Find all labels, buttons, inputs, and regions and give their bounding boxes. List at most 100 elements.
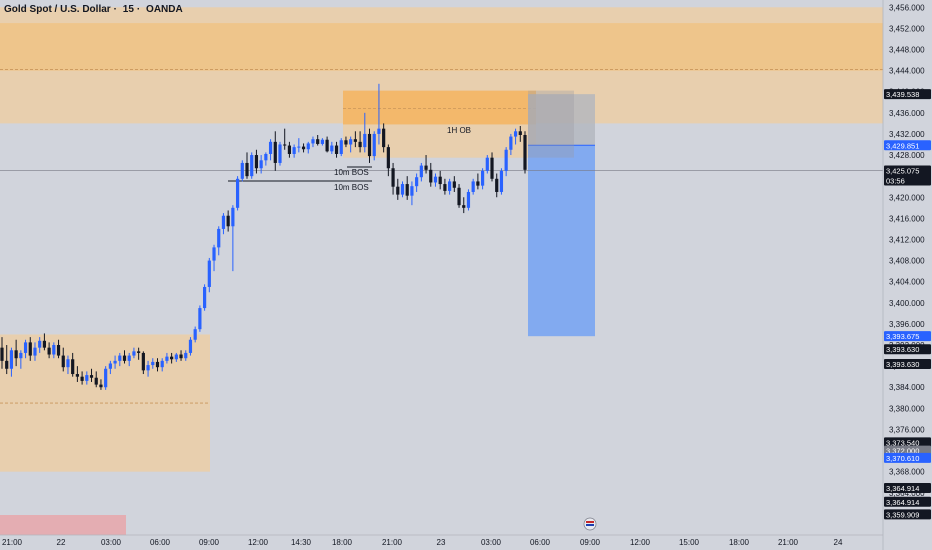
- candle-body: [518, 131, 522, 135]
- candle-body: [334, 145, 339, 154]
- candle-body: [264, 153, 268, 161]
- candle-body: [349, 139, 353, 145]
- x-tick-label: 09:00: [580, 538, 601, 547]
- candle-body: [184, 352, 188, 359]
- candle-body: [278, 144, 282, 163]
- x-tick-label: 03:00: [481, 538, 502, 547]
- y-tick-label: 3,396.000: [889, 320, 925, 329]
- y-tick-label: 3,376.000: [889, 425, 925, 434]
- candle-body: [33, 347, 37, 356]
- candle-body: [56, 345, 61, 356]
- price-badge: [884, 452, 931, 463]
- price-badge: [884, 140, 931, 151]
- candle-body: [287, 145, 292, 154]
- candle-body: [155, 361, 160, 368]
- candle-body: [485, 157, 489, 171]
- candle-body: [132, 351, 136, 356]
- price-badge-label: 3,373.540: [886, 438, 919, 447]
- pink-zone: [0, 515, 126, 535]
- candle-body: [448, 181, 452, 191]
- candle-body: [504, 149, 508, 171]
- candle-body: [325, 139, 329, 152]
- y-tick-label: 3,456.000: [889, 3, 925, 12]
- x-tick-label: 15:00: [679, 538, 700, 547]
- candle-body: [429, 169, 433, 183]
- x-tick-label: 21:00: [2, 538, 23, 547]
- candle-body: [415, 177, 419, 187]
- price-badge-label: 3,364.914: [886, 498, 919, 507]
- candle-body: [66, 359, 70, 368]
- x-tick-label: 18:00: [332, 538, 353, 547]
- candle-body: [9, 350, 14, 369]
- candle-body: [23, 342, 28, 353]
- candle-body: [297, 146, 301, 148]
- candle-body: [127, 355, 131, 361]
- price-badge: [884, 509, 931, 520]
- y-tick-label: 3,404.000: [889, 278, 925, 287]
- candle-body: [245, 162, 249, 177]
- candle-body: [14, 350, 18, 359]
- candle-body: [94, 377, 98, 385]
- candle-body: [42, 340, 47, 348]
- candle-body: [462, 205, 466, 208]
- candle-body: [122, 355, 127, 361]
- y-tick-label: 3,412.000: [889, 235, 925, 244]
- candle-body: [137, 351, 141, 353]
- candle-body: [226, 215, 230, 227]
- y-tick-label: 3,436.000: [889, 109, 925, 118]
- candle-body: [513, 131, 518, 137]
- candle-body: [433, 176, 438, 183]
- candle-body: [259, 160, 263, 169]
- x-tick-label: 06:00: [150, 538, 171, 547]
- candle-body: [268, 141, 273, 154]
- x-tick-label: 21:00: [778, 538, 799, 547]
- y-tick-label: 3,428.000: [889, 151, 925, 160]
- candle-body: [273, 141, 277, 163]
- candle-body: [367, 133, 372, 157]
- candle-body: [118, 355, 122, 361]
- candle-body: [301, 146, 306, 150]
- y-tick-label: 3,408.000: [889, 257, 925, 266]
- candle-body: [113, 360, 117, 364]
- candle-body: [495, 178, 499, 192]
- candle-body: [5, 360, 9, 369]
- candle-body: [254, 155, 259, 169]
- x-tick-label: 14:30: [291, 538, 312, 547]
- candle-body: [28, 342, 32, 356]
- price-badge: [884, 331, 931, 342]
- candle-body: [240, 162, 244, 179]
- candle-body: [89, 375, 94, 378]
- price-badge-label: 3,393.675: [886, 332, 919, 341]
- candle-body: [316, 139, 320, 144]
- y-tick-label: 3,448.000: [889, 45, 925, 54]
- price-badge-label: 3,372.000: [886, 447, 919, 456]
- ob-overlay: [528, 90, 574, 158]
- price-badge-label: 3,429.851: [886, 141, 919, 150]
- y-tick-label: 3,452.000: [889, 24, 925, 33]
- flag-stripe-red: [586, 521, 594, 523]
- candle-body: [372, 133, 376, 157]
- price-badge-label: 3,393.630: [886, 360, 919, 369]
- candle-body: [443, 184, 447, 191]
- candle-body: [193, 329, 197, 340]
- candle-body: [499, 170, 504, 192]
- candle-body: [141, 352, 145, 371]
- y-tick-label: 3,400.000: [889, 299, 925, 308]
- interval-label: 15: [122, 4, 134, 15]
- candle-body: [509, 136, 513, 150]
- x-tick-label: 18:00: [729, 538, 750, 547]
- event-flag-icon: [583, 517, 597, 531]
- ob-1h-label: 1H OB: [447, 126, 471, 135]
- price-badge: [884, 344, 931, 355]
- candle-body: [396, 186, 400, 195]
- price-badge: [884, 165, 931, 186]
- x-tick-label: 09:00: [199, 538, 220, 547]
- candle-body: [75, 374, 79, 377]
- candle-body: [358, 141, 362, 148]
- candle-body: [221, 215, 226, 229]
- ob-1h-upper: [343, 90, 536, 125]
- candle-body: [108, 363, 112, 369]
- candle-body: [80, 376, 84, 381]
